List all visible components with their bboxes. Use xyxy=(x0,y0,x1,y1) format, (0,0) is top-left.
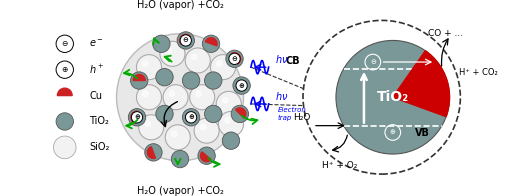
Circle shape xyxy=(142,61,148,66)
Circle shape xyxy=(202,35,220,53)
Text: Electron
trap: Electron trap xyxy=(278,107,306,121)
Circle shape xyxy=(231,105,249,123)
Text: H⁺ + O₂: H⁺ + O₂ xyxy=(322,161,357,170)
Text: $e^-$: $e^-$ xyxy=(89,38,104,49)
Text: H₂O (vapor) +CO₂: H₂O (vapor) +CO₂ xyxy=(137,0,224,10)
Circle shape xyxy=(56,35,73,53)
Text: ⊖: ⊖ xyxy=(61,39,68,48)
Wedge shape xyxy=(133,74,145,81)
Circle shape xyxy=(229,53,240,64)
Circle shape xyxy=(204,72,222,89)
Circle shape xyxy=(165,125,190,150)
Text: ⊕: ⊕ xyxy=(134,114,140,120)
Text: SiO₂: SiO₂ xyxy=(89,142,110,152)
Circle shape xyxy=(216,91,241,116)
Text: $h\nu$: $h\nu$ xyxy=(275,90,289,102)
Circle shape xyxy=(185,48,210,73)
Circle shape xyxy=(225,118,230,123)
Circle shape xyxy=(56,113,73,130)
Wedge shape xyxy=(393,51,450,117)
Circle shape xyxy=(142,91,148,96)
Circle shape xyxy=(180,35,191,46)
Text: H₂O: H₂O xyxy=(293,113,311,122)
Wedge shape xyxy=(57,88,72,96)
Circle shape xyxy=(196,91,201,96)
Wedge shape xyxy=(147,147,155,158)
Text: CO + ...: CO + ... xyxy=(428,29,463,38)
Text: ⊕: ⊕ xyxy=(188,114,194,120)
Text: ⊖: ⊖ xyxy=(370,59,376,65)
Circle shape xyxy=(116,34,243,161)
Text: $h\nu$: $h\nu$ xyxy=(275,53,289,65)
Circle shape xyxy=(190,85,215,110)
Circle shape xyxy=(170,91,175,96)
Circle shape xyxy=(177,32,194,49)
Circle shape xyxy=(136,55,162,80)
Circle shape xyxy=(132,112,142,123)
Circle shape xyxy=(128,109,146,126)
Circle shape xyxy=(222,132,240,149)
Wedge shape xyxy=(201,152,211,162)
Circle shape xyxy=(183,109,200,126)
Text: TiO₂: TiO₂ xyxy=(376,90,409,104)
Circle shape xyxy=(166,48,172,53)
Text: Cu: Cu xyxy=(89,91,102,101)
Text: VB: VB xyxy=(415,128,430,138)
Circle shape xyxy=(223,98,228,103)
Circle shape xyxy=(153,35,170,53)
Circle shape xyxy=(186,112,197,123)
Circle shape xyxy=(204,105,222,123)
Circle shape xyxy=(163,85,188,110)
Circle shape xyxy=(217,61,222,66)
Text: ⊖: ⊖ xyxy=(183,37,189,44)
Text: ⊕: ⊕ xyxy=(390,130,396,135)
Circle shape xyxy=(218,112,243,136)
Circle shape xyxy=(191,54,197,60)
Text: ⊕: ⊕ xyxy=(239,83,244,89)
Text: $h^+$: $h^+$ xyxy=(89,63,105,76)
Circle shape xyxy=(172,131,177,137)
Circle shape xyxy=(211,55,236,80)
Circle shape xyxy=(236,80,248,91)
Wedge shape xyxy=(236,108,246,118)
Text: ⊖: ⊖ xyxy=(231,56,238,62)
Circle shape xyxy=(145,144,162,161)
Circle shape xyxy=(171,150,189,168)
Circle shape xyxy=(233,77,250,94)
Circle shape xyxy=(54,136,76,159)
Circle shape xyxy=(160,41,185,66)
Circle shape xyxy=(198,147,215,164)
Wedge shape xyxy=(180,34,190,44)
Circle shape xyxy=(336,40,450,154)
Circle shape xyxy=(156,105,173,123)
Wedge shape xyxy=(131,111,138,123)
Text: H₂O (vapor) +CO₂: H₂O (vapor) +CO₂ xyxy=(137,186,224,196)
Circle shape xyxy=(156,69,173,86)
Text: ⊕: ⊕ xyxy=(61,65,68,74)
Circle shape xyxy=(226,50,243,67)
Circle shape xyxy=(56,61,73,78)
Text: H⁺ + CO₂: H⁺ + CO₂ xyxy=(459,68,498,77)
Text: CB: CB xyxy=(285,56,300,66)
Circle shape xyxy=(131,72,148,89)
Circle shape xyxy=(183,72,200,89)
Circle shape xyxy=(200,124,206,130)
Circle shape xyxy=(139,115,164,140)
Circle shape xyxy=(145,121,150,127)
Wedge shape xyxy=(205,38,217,46)
Wedge shape xyxy=(231,53,241,64)
Circle shape xyxy=(136,85,162,110)
Text: TiO₂: TiO₂ xyxy=(89,116,109,126)
Circle shape xyxy=(194,118,219,143)
